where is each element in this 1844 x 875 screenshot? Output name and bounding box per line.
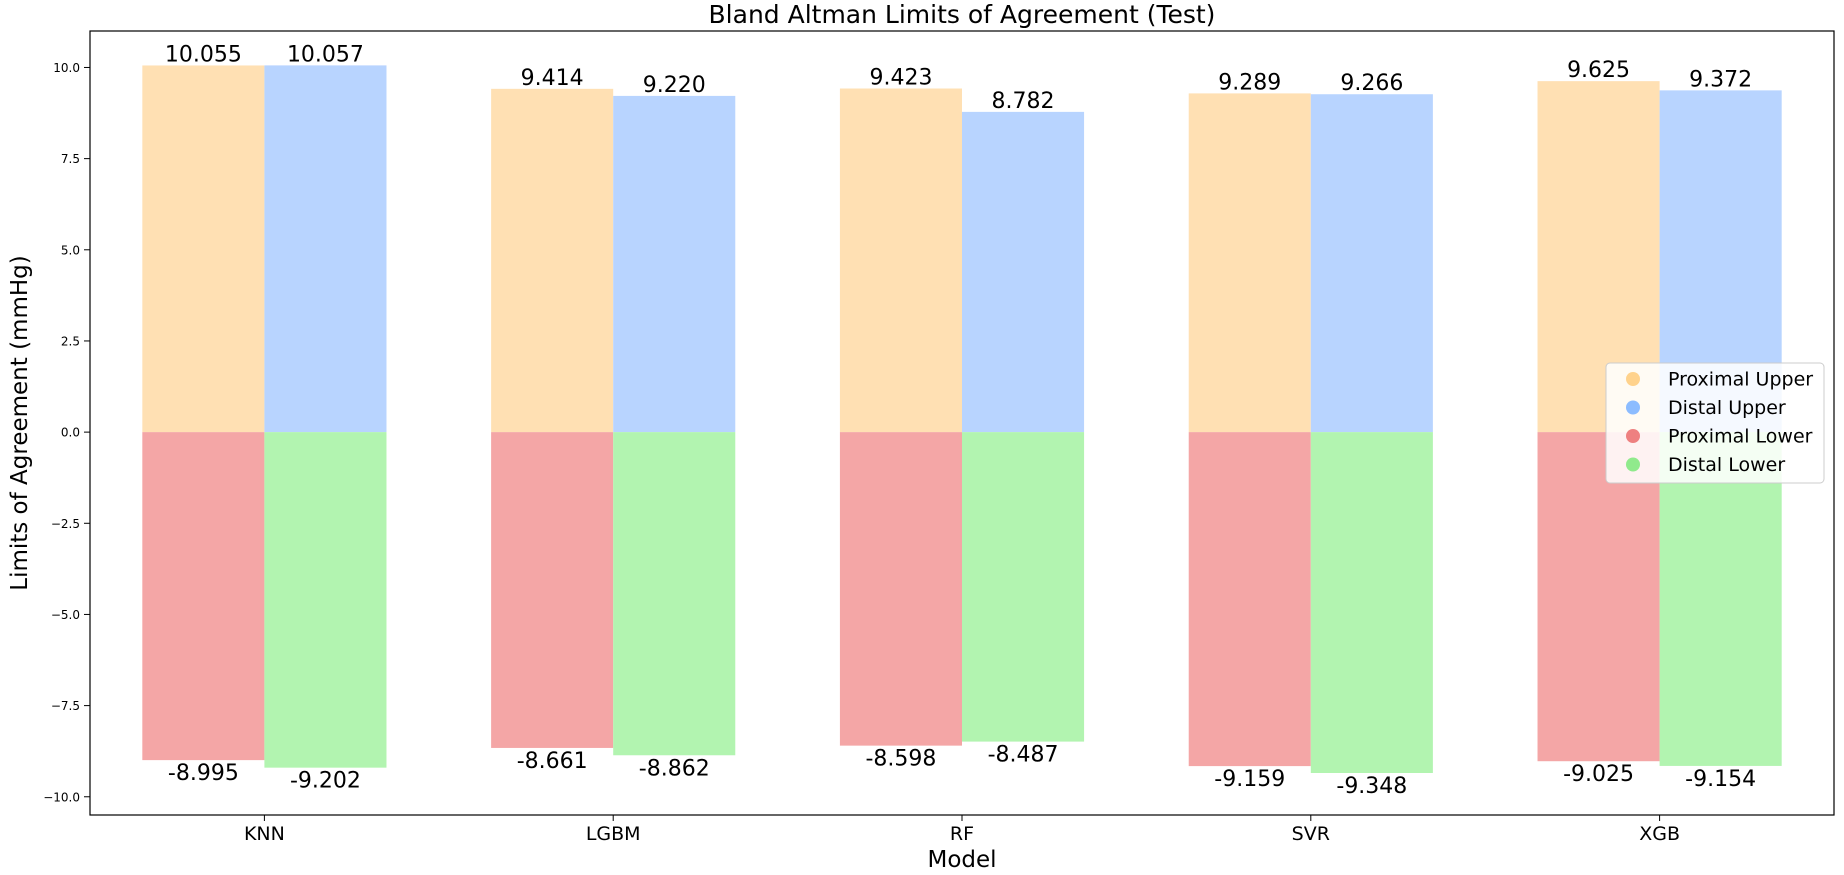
legend-marker-distal-lower — [1626, 457, 1640, 472]
x-tick-label: SVR — [1292, 823, 1330, 845]
data-label-proximal-upper-rf: 9.423 — [869, 66, 932, 91]
data-label-proximal-lower-knn: -8.995 — [168, 761, 239, 786]
data-label-proximal-upper-svr: 9.289 — [1218, 70, 1281, 95]
y-tick-label: −5.0 — [51, 608, 80, 622]
legend-label-proximal-lower: Proximal Lower — [1668, 426, 1813, 448]
bar-proximal-lower-knn — [142, 432, 265, 761]
bar-distal-upper-rf — [962, 111, 1085, 433]
y-tick-label: 0.0 — [61, 426, 80, 440]
bars-layer — [142, 65, 1782, 773]
y-tick-label: 5.0 — [61, 243, 80, 257]
data-label-proximal-upper-lgbm: 9.414 — [521, 66, 584, 91]
bar-proximal-upper-svr — [1188, 93, 1311, 433]
bar-distal-upper-lgbm — [613, 95, 736, 433]
legend-marker-proximal-lower — [1626, 429, 1640, 443]
data-label-distal-upper-knn: 10.057 — [287, 42, 364, 67]
data-label-proximal-lower-svr: -9.159 — [1214, 767, 1285, 792]
data-label-proximal-lower-xgb: -9.025 — [1563, 762, 1634, 787]
y-tick-label: −10.0 — [43, 790, 80, 804]
bar-distal-lower-knn — [264, 432, 387, 768]
x-tick-label: XGB — [1639, 823, 1680, 845]
legend-label-proximal-upper: Proximal Upper — [1668, 369, 1813, 391]
data-label-proximal-upper-xgb: 9.625 — [1567, 58, 1630, 83]
y-axis: −10.0 −7.5 −5.0 −2.5 0.0 2.5 5.0 7.5 10.0 — [43, 61, 90, 804]
data-label-proximal-lower-lgbm: -8.661 — [517, 749, 588, 774]
data-label-distal-upper-xgb: 9.372 — [1689, 67, 1752, 92]
x-axis-title: Model — [927, 847, 996, 873]
bar-distal-lower-xgb — [1659, 432, 1782, 766]
y-tick-label: 2.5 — [61, 334, 80, 348]
bar-proximal-lower-lgbm — [491, 432, 614, 748]
y-tick-label: −7.5 — [51, 699, 80, 713]
chart-title: Bland Altman Limits of Agreement (Test) — [709, 0, 1216, 29]
data-label-distal-lower-xgb: -9.154 — [1685, 767, 1756, 792]
data-label-distal-upper-svr: 9.266 — [1340, 71, 1403, 96]
data-label-distal-lower-svr: -9.348 — [1336, 774, 1407, 799]
x-tick-label: RF — [950, 823, 974, 845]
legend-label-distal-lower: Distal Lower — [1668, 454, 1785, 476]
x-tick-label: KNN — [244, 823, 285, 845]
bar-proximal-upper-lgbm — [491, 88, 614, 433]
x-axis: KNN LGBM RF SVR XGB — [244, 815, 1680, 845]
y-tick-label: 7.5 — [61, 152, 80, 166]
data-label-distal-upper-rf: 8.782 — [992, 89, 1055, 114]
legend-label-distal-upper: Distal Upper — [1668, 397, 1786, 419]
bar-proximal-lower-xgb — [1537, 432, 1660, 762]
data-label-proximal-lower-rf: -8.598 — [865, 747, 936, 772]
bar-proximal-lower-svr — [1188, 432, 1311, 767]
data-label-distal-lower-rf: -8.487 — [988, 743, 1059, 768]
bar-distal-lower-lgbm — [613, 432, 736, 756]
data-labels-layer: 10.055 9.414 9.423 9.289 9.625 10.057 9.220 8.7… — [165, 42, 1756, 799]
legend: Proximal Upper Distal Upper Proximal Lower… — [1605, 362, 1825, 484]
data-label-distal-lower-lgbm: -8.862 — [639, 756, 710, 781]
legend-marker-proximal-upper — [1626, 372, 1640, 386]
data-label-proximal-upper-knn: 10.055 — [165, 42, 242, 67]
y-tick-label: 10.0 — [53, 61, 80, 75]
x-tick-label: LGBM — [586, 823, 641, 845]
bar-proximal-upper-rf — [839, 88, 962, 433]
data-label-distal-upper-lgbm: 9.220 — [643, 73, 706, 98]
bar-distal-lower-svr — [1310, 432, 1433, 773]
y-tick-label: −2.5 — [51, 517, 80, 531]
bar-proximal-upper-knn — [142, 65, 265, 433]
legend-marker-distal-upper — [1626, 400, 1640, 415]
bar-distal-lower-rf — [962, 432, 1085, 742]
bar-distal-upper-knn — [264, 65, 387, 433]
y-axis-title: Limits of Agreement (mmHg) — [7, 255, 33, 591]
legend-box — [1605, 362, 1825, 484]
data-label-distal-lower-knn: -9.202 — [290, 769, 361, 794]
bar-distal-upper-svr — [1310, 94, 1433, 433]
bar-proximal-lower-rf — [839, 432, 962, 746]
